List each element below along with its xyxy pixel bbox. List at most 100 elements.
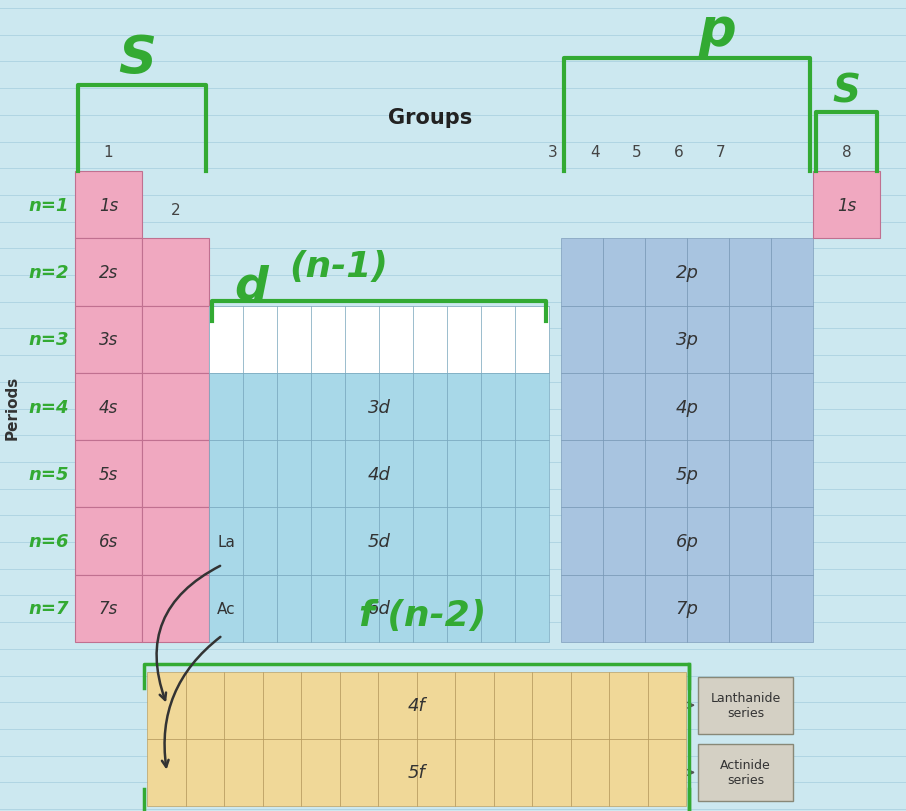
Text: Periods: Periods: [5, 375, 20, 439]
Text: Groups: Groups: [388, 108, 472, 127]
Text: n=3: n=3: [28, 331, 69, 349]
Text: n=4: n=4: [28, 398, 69, 416]
Text: d: d: [234, 264, 268, 309]
Bar: [345, 575, 379, 642]
Bar: [645, 508, 687, 575]
Bar: [698, 744, 793, 801]
Bar: [209, 374, 243, 440]
Text: S: S: [118, 32, 156, 84]
Bar: [648, 672, 686, 739]
Bar: [301, 739, 340, 806]
Text: n=5: n=5: [28, 466, 69, 483]
Bar: [447, 374, 481, 440]
Text: S: S: [833, 72, 861, 110]
Text: Actinide
series: Actinide series: [720, 758, 771, 787]
Bar: [455, 672, 494, 739]
Bar: [311, 440, 345, 508]
Bar: [645, 374, 687, 440]
Text: 6p: 6p: [676, 532, 699, 551]
Bar: [75, 440, 142, 508]
Bar: [813, 172, 880, 239]
Text: Lanthanide
series: Lanthanide series: [710, 691, 781, 719]
Bar: [645, 307, 687, 374]
Text: (n-1): (n-1): [289, 250, 388, 284]
Bar: [142, 575, 209, 642]
Text: 4s: 4s: [99, 398, 118, 416]
Bar: [142, 374, 209, 440]
Text: 6d: 6d: [368, 599, 390, 617]
Bar: [561, 575, 603, 642]
Text: 4: 4: [590, 145, 600, 160]
Bar: [571, 739, 609, 806]
Bar: [209, 307, 549, 374]
Text: 7p: 7p: [676, 599, 699, 617]
Text: 2p: 2p: [676, 264, 699, 281]
Bar: [379, 374, 413, 440]
Bar: [75, 172, 142, 239]
Text: 4p: 4p: [676, 398, 699, 416]
Bar: [311, 307, 345, 374]
Text: 6: 6: [674, 145, 683, 160]
Bar: [340, 739, 378, 806]
Bar: [771, 575, 813, 642]
Bar: [729, 575, 771, 642]
Bar: [379, 575, 413, 642]
Bar: [379, 307, 413, 374]
Bar: [413, 374, 447, 440]
Bar: [609, 672, 648, 739]
Bar: [729, 374, 771, 440]
Bar: [224, 672, 263, 739]
Text: 3p: 3p: [676, 331, 699, 349]
Bar: [243, 575, 277, 642]
Bar: [603, 508, 645, 575]
Bar: [277, 508, 311, 575]
Bar: [277, 374, 311, 440]
Text: n=2: n=2: [28, 264, 69, 281]
Bar: [771, 239, 813, 307]
Bar: [494, 672, 532, 739]
Bar: [481, 440, 515, 508]
Text: 1s: 1s: [837, 196, 856, 215]
Bar: [263, 739, 301, 806]
Bar: [243, 440, 277, 508]
Bar: [561, 374, 603, 440]
Bar: [494, 739, 532, 806]
Bar: [277, 440, 311, 508]
Bar: [481, 508, 515, 575]
Bar: [771, 440, 813, 508]
Bar: [515, 374, 549, 440]
Bar: [345, 508, 379, 575]
Bar: [515, 440, 549, 508]
FancyArrowPatch shape: [162, 637, 220, 767]
Text: Ac: Ac: [217, 601, 236, 616]
Bar: [277, 575, 311, 642]
Bar: [729, 440, 771, 508]
Bar: [142, 508, 209, 575]
Bar: [645, 239, 687, 307]
Text: n=6: n=6: [28, 532, 69, 551]
Bar: [603, 440, 645, 508]
Bar: [729, 307, 771, 374]
Bar: [340, 672, 378, 739]
Bar: [571, 672, 609, 739]
Bar: [142, 307, 209, 374]
Bar: [481, 307, 515, 374]
Bar: [515, 307, 549, 374]
Text: La: La: [217, 534, 235, 549]
Text: 1: 1: [103, 145, 113, 160]
Bar: [75, 508, 142, 575]
Bar: [532, 672, 571, 739]
Text: p: p: [699, 5, 736, 57]
Text: 8: 8: [842, 145, 852, 160]
Text: 4f: 4f: [408, 697, 426, 714]
Bar: [311, 575, 345, 642]
Bar: [209, 440, 243, 508]
Bar: [75, 374, 142, 440]
Bar: [729, 239, 771, 307]
Text: f (n-2): f (n-2): [359, 599, 487, 633]
Bar: [379, 508, 413, 575]
Text: 5s: 5s: [99, 466, 118, 483]
Text: n=1: n=1: [28, 196, 69, 215]
Bar: [455, 739, 494, 806]
Bar: [209, 307, 243, 374]
